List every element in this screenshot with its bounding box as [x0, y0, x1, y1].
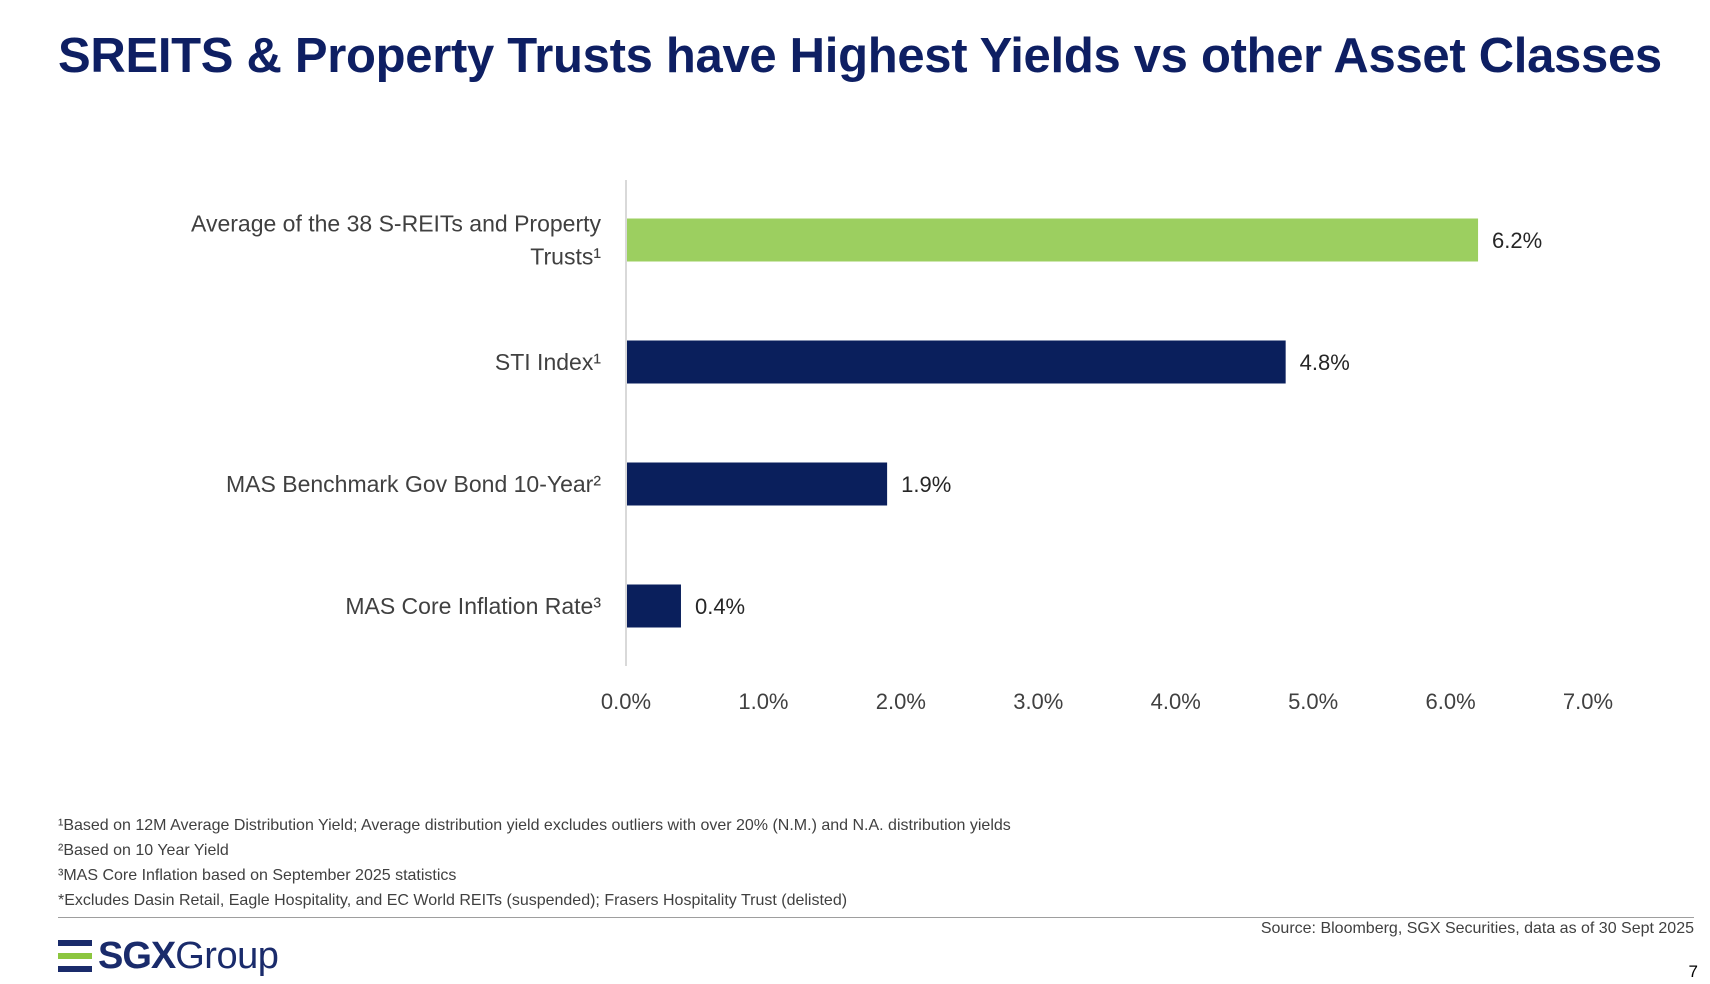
- source-note: Source: Bloomberg, SGX Securities, data …: [1260, 920, 1694, 937]
- x-tick-label-7: 6.0%: [1425, 689, 1475, 714]
- logo-stripe-navy-bottom: [58, 966, 92, 972]
- x-tick-label-2: 1.0%: [738, 689, 788, 714]
- footnote-3: ³MAS Core Inflation based on September 2…: [58, 867, 457, 884]
- logo-text-group: Group: [175, 934, 279, 977]
- sgx-group-logo: SGX Group: [58, 932, 279, 980]
- logo-stripe-navy-top: [58, 940, 92, 946]
- value-label-2: 4.8%: [1300, 350, 1350, 375]
- value-label-1: 6.2%: [1492, 228, 1542, 253]
- logo-stripe-green: [58, 953, 92, 959]
- value-label-3: 1.9%: [901, 472, 951, 497]
- category-label-4: MAS Core Inflation Rate³: [345, 593, 601, 619]
- footnote-2: ²Based on 10 Year Yield: [58, 842, 229, 859]
- page-number: 7: [1688, 962, 1698, 981]
- footnotes: ¹Based on 12M Average Distribution Yield…: [58, 813, 1011, 913]
- category-label-1-line-1: Average of the 38 S-REITs and Property: [191, 211, 601, 237]
- x-tick-label-5: 4.0%: [1151, 689, 1201, 714]
- x-tick-label-1: 0.0%: [601, 689, 651, 714]
- page-title: SREITS & Property Trusts have Highest Yi…: [58, 29, 1662, 83]
- bar-4: [627, 584, 681, 628]
- footnote-1: ¹Based on 12M Average Distribution Yield…: [58, 817, 1011, 834]
- bar-chart: 6.2% Average of the 38 S-REITs and Proper…: [191, 180, 1613, 714]
- x-tick-label-6: 5.0%: [1288, 689, 1338, 714]
- x-tick-label-4: 3.0%: [1013, 689, 1063, 714]
- category-label-2: STI Index¹: [495, 349, 601, 375]
- bar-3: [627, 462, 888, 506]
- category-label-1-line-2: Trusts¹: [530, 244, 601, 270]
- sgx-logo-icon: [58, 940, 92, 972]
- value-label-4: 0.4%: [695, 594, 745, 619]
- x-tick-label-8: 7.0%: [1563, 689, 1613, 714]
- bar-2: [627, 340, 1286, 384]
- logo-text-sgx: SGX: [98, 934, 176, 977]
- footnote-4: *Excludes Dasin Retail, Eagle Hospitalit…: [58, 892, 848, 909]
- footer-divider: [58, 917, 1694, 918]
- bar-1: [627, 218, 1479, 262]
- x-tick-label-3: 2.0%: [876, 689, 926, 714]
- category-label-3: MAS Benchmark Gov Bond 10-Year²: [226, 471, 601, 497]
